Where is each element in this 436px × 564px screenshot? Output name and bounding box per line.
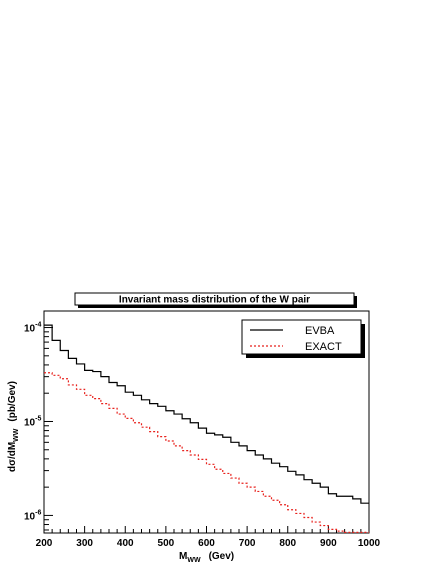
y-tick-label: 10-6 [24,509,41,522]
legend: EVBA EXACT [241,319,365,358]
y-tick-label: 10-4 [24,322,41,335]
y-axis: 10-4 10-5 10-6 [24,322,53,531]
title-box: Invariant mass distribution of the W pai… [74,292,357,308]
x-tick-label: 700 [239,538,256,549]
x-tick-label: 300 [76,538,93,549]
x-tick-label: 1000 [358,538,381,549]
x-tick-label: 500 [158,538,175,549]
legend-label-evba: EVBA [305,325,335,337]
x-axis: 200 300 400 500 600 700 800 900 1000 [36,526,381,549]
series-layer [44,324,369,533]
series-exact-line [44,372,369,533]
x-axis-title-sub: WW [187,557,201,564]
y-axis-title: dσ/dMWW(pb/Gev) [7,381,20,472]
x-tick-label: 600 [198,538,215,549]
x-tick-label: 400 [117,538,134,549]
x-axis-title: MWW (Gev) [179,551,234,564]
series-evba-line [44,324,369,504]
x-tick-label: 800 [279,538,296,549]
chart-title: Invariant mass distribution of the W pai… [119,295,310,306]
legend-label-exact: EXACT [305,341,342,353]
x-tick-label: 900 [320,538,337,549]
y-tick-label: 10-5 [24,415,41,428]
x-tick-label: 200 [36,538,53,549]
y-axis-title-sub: WW [13,428,20,442]
